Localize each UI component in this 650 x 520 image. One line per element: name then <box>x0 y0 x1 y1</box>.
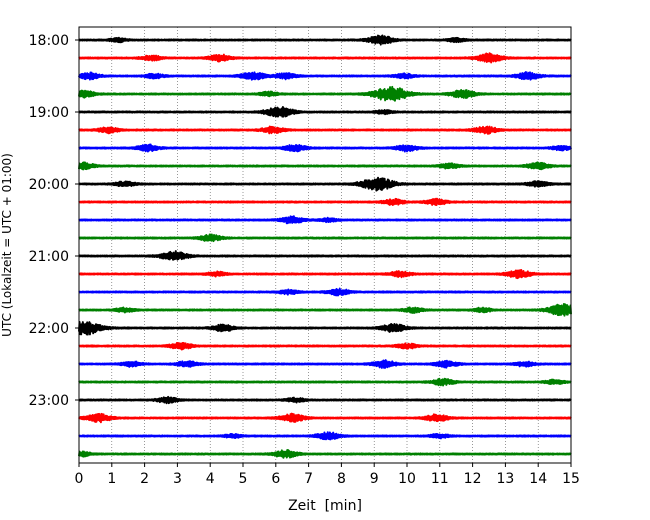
x-axis: 0 1 2 3 4 5 6 7 8 9 10 11 12 13 14 15 <box>75 463 580 487</box>
x-tick-label: 8 <box>337 471 346 487</box>
seismogram-trace <box>78 52 572 64</box>
seismogram-trace <box>78 143 572 153</box>
x-tick-label: 1 <box>107 471 116 487</box>
seismogram-trace <box>78 250 572 261</box>
seismogram-trace <box>78 431 572 441</box>
y-tick-label: 22:00 <box>29 321 69 337</box>
seismogram-trace <box>78 71 572 81</box>
x-tick-label: 10 <box>398 471 416 487</box>
y-tick-label: 19:00 <box>29 105 69 121</box>
x-tick-label: 11 <box>431 471 449 487</box>
seismogram-trace <box>78 341 572 351</box>
x-tick-label: 4 <box>206 471 215 487</box>
seismogram-trace <box>78 268 572 280</box>
seismogram-trace <box>78 125 572 135</box>
seismogram-trace <box>78 321 572 336</box>
x-tick-label: 12 <box>464 471 482 487</box>
seismogram-trace <box>78 215 572 225</box>
seismogram-trace <box>78 303 572 317</box>
seismogram-trace <box>78 449 572 459</box>
seismogram-trace <box>78 106 572 118</box>
seismogram-trace <box>78 395 572 405</box>
x-tick-label: 7 <box>304 471 313 487</box>
seismogram-trace <box>78 161 572 171</box>
y-tick-label: 18:00 <box>29 33 69 49</box>
x-tick-label: 13 <box>496 471 514 487</box>
plot-frame <box>78 26 572 464</box>
y-tick-label: 21:00 <box>29 249 69 265</box>
y-axis: 18:00 19:00 20:00 21:00 22:00 23:00 <box>29 33 79 409</box>
x-tick-label: 2 <box>140 471 149 487</box>
x-axis-label: Zeit [min] <box>288 498 362 514</box>
seismogram-trace <box>78 176 572 192</box>
x-tick-label: 9 <box>370 471 379 487</box>
x-tick-label: 0 <box>75 471 84 487</box>
x-tick-label: 3 <box>173 471 182 487</box>
seismogram-trace <box>78 197 572 207</box>
seismogram-trace <box>78 85 572 102</box>
seismogram-trace <box>78 412 572 424</box>
seismogram-trace <box>78 34 572 46</box>
seismogram-trace <box>78 377 572 387</box>
plot-background <box>79 27 571 463</box>
x-grid <box>111 27 539 463</box>
x-tick-label: 14 <box>529 471 547 487</box>
y-axis-label: UTC (Lokalzeit = UTC + 01:00) <box>0 153 14 337</box>
x-tick-label: 15 <box>562 471 580 487</box>
y-tick-label: 23:00 <box>29 393 69 409</box>
trace-group <box>78 34 572 459</box>
seismogram-trace <box>78 359 572 369</box>
seismogram-trace <box>78 233 572 243</box>
y-tick-label: 20:00 <box>29 177 69 193</box>
x-tick-label: 6 <box>271 471 280 487</box>
seismogram-trace <box>78 287 572 297</box>
x-tick-label: 5 <box>239 471 248 487</box>
